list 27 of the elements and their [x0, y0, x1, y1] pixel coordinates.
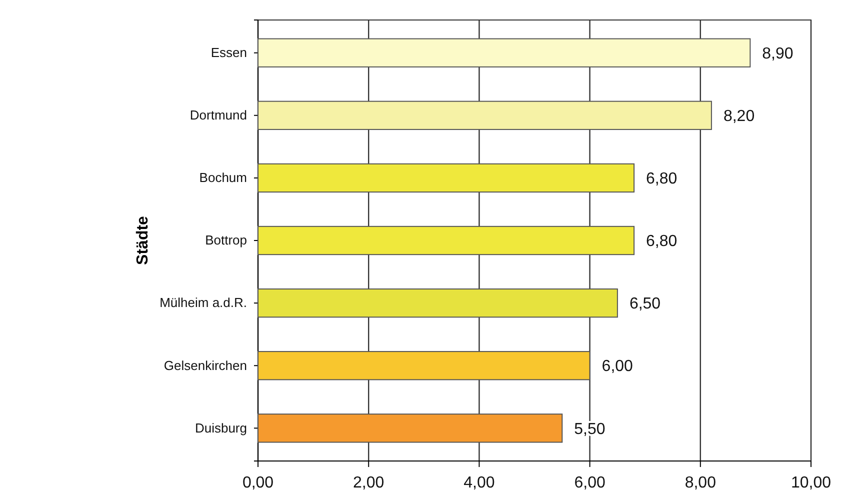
y-tick-label: Bochum	[199, 170, 247, 186]
y-tick-label: Mülheim a.d.R.	[160, 295, 247, 310]
x-tick-label: 2,00	[353, 474, 384, 492]
bar	[258, 226, 635, 256]
y-tick-label: Gelsenkirchen	[164, 358, 247, 373]
y-tick-label: Dortmund	[190, 108, 247, 123]
y-tick-label: Duisburg	[194, 420, 247, 436]
bar	[258, 100, 712, 130]
y-tick-label: Bottrop	[205, 232, 247, 248]
x-tick-label: 10,00	[790, 474, 832, 492]
x-tick-label: 6,00	[574, 474, 606, 492]
bar	[258, 163, 635, 193]
x-tick-label: 4,00	[464, 474, 495, 492]
data-label: 6,50	[629, 296, 661, 313]
x-tick-label: 0,00	[242, 474, 274, 492]
bar	[258, 38, 751, 68]
bar	[258, 414, 563, 443]
data-label: 6,80	[646, 170, 678, 188]
bar	[258, 288, 618, 318]
data-label: 8,20	[723, 108, 755, 125]
y-axis-title: Städte	[134, 216, 152, 265]
x-tick-label: 8,00	[684, 474, 716, 492]
data-label: 8,90	[762, 45, 794, 62]
data-label: 6,00	[602, 358, 634, 376]
bar	[258, 351, 590, 380]
y-tick-label: Essen	[210, 45, 247, 60]
data-label: 6,80	[646, 233, 678, 250]
